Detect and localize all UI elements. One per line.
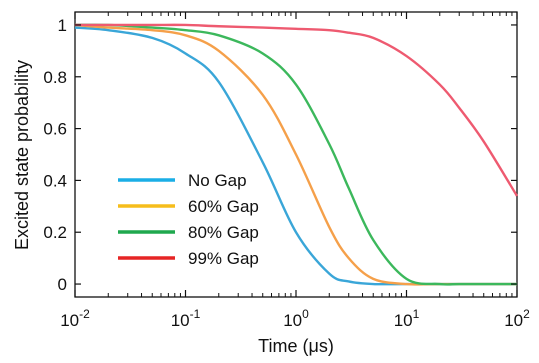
y-tick-label: 0.4	[43, 171, 67, 190]
series-line-4	[74, 23, 519, 197]
x-tick-label-base: 10	[283, 311, 302, 330]
series-layer	[74, 23, 519, 286]
x-tick-label: 102	[504, 307, 530, 330]
legend-label: 99% Gap	[188, 249, 259, 268]
x-tick-label-exponent: -2	[79, 307, 90, 321]
series-line-3	[74, 23, 517, 286]
x-tick-label-exponent: 1	[413, 307, 420, 321]
x-tick-label-base: 10	[394, 311, 413, 330]
x-tick-label-base: 10	[171, 311, 190, 330]
legend-label: No Gap	[188, 171, 247, 190]
legend-label: 80% Gap	[188, 223, 259, 242]
y-tick-label: 0.2	[43, 223, 67, 242]
x-tick-label: 10-2	[60, 307, 90, 330]
x-tick-label: 101	[394, 307, 420, 330]
y-tick-label: 1	[58, 16, 67, 35]
y-tick-label: 0.6	[43, 120, 67, 139]
x-tick-label-exponent: 0	[302, 307, 309, 321]
x-tick-label-exponent: 2	[523, 307, 530, 321]
legend: No Gap 60% Gap 80% Gap 99% Gap	[118, 171, 259, 268]
x-tick-label-base: 10	[504, 311, 523, 330]
series-line-2	[74, 23, 517, 286]
x-tick-label-exponent: -1	[190, 307, 201, 321]
y-tick-label: 0.8	[43, 68, 67, 87]
x-axis-title: Time (μs)	[258, 336, 334, 356]
y-tick-label: 0	[58, 275, 67, 294]
y-axis-title: Excited state probability	[12, 60, 32, 250]
x-tick-label: 10-1	[171, 307, 201, 330]
legend-label: 60% Gap	[188, 197, 259, 216]
x-tick-label-base: 10	[60, 311, 79, 330]
x-tick-label: 100	[283, 307, 309, 330]
